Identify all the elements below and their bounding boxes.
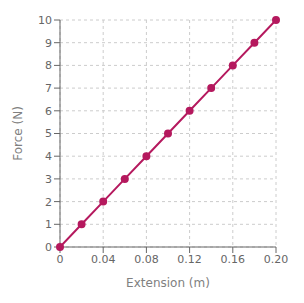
svg-text:10: 10 — [38, 14, 52, 27]
svg-text:6: 6 — [45, 105, 52, 118]
svg-text:0: 0 — [57, 253, 64, 266]
svg-text:3: 3 — [45, 173, 52, 186]
svg-text:Extension (m): Extension (m) — [126, 276, 210, 290]
svg-text:0.08: 0.08 — [134, 253, 159, 266]
svg-text:2: 2 — [45, 196, 52, 209]
svg-text:0.04: 0.04 — [91, 253, 116, 266]
svg-text:0.20: 0.20 — [264, 253, 289, 266]
svg-text:1: 1 — [45, 218, 52, 231]
svg-text:0.16: 0.16 — [221, 253, 246, 266]
svg-text:8: 8 — [45, 59, 52, 72]
svg-text:Force (N): Force (N) — [11, 106, 25, 161]
svg-text:9: 9 — [45, 37, 52, 50]
svg-text:0.12: 0.12 — [177, 253, 202, 266]
svg-text:4: 4 — [45, 150, 52, 163]
svg-text:0: 0 — [45, 241, 52, 254]
svg-text:7: 7 — [45, 82, 52, 95]
svg-text:5: 5 — [45, 127, 52, 140]
